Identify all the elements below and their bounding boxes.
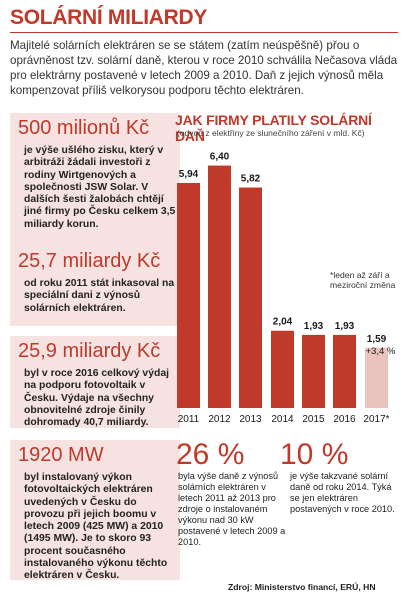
- value-label-2015: 1,93: [304, 321, 324, 332]
- category-label-2015: 2015: [302, 414, 325, 425]
- value-label-2014: 2,04: [273, 317, 293, 328]
- bar-2014: [271, 330, 294, 408]
- chart-subtitle: (odvod z elektřiny ze slunečního záření …: [177, 128, 365, 138]
- stat-description: byl instalovaný výkon fotovoltaických el…: [24, 472, 168, 582]
- stat-description: byl v roce 2016 celkový výdaj na podporu…: [24, 368, 169, 429]
- chart-title: JAK FIRMY PLATILY SOLÁRNÍ DAŇ: [175, 112, 372, 144]
- value-label-2013: 5,82: [241, 174, 261, 185]
- bar-2012: [208, 165, 231, 408]
- stat-box-installed-power: 1920 MW byl instalovaný výkon fotovoltai…: [10, 440, 180, 582]
- percent-description-10: je výše takzvané solární daně od roku 20…: [290, 471, 395, 514]
- category-label-2011: 2011: [178, 414, 200, 425]
- bar-2011: [177, 183, 200, 408]
- title-divider: [10, 32, 398, 33]
- value-label-2016: 1,93: [335, 321, 355, 332]
- bar-2016: [333, 334, 356, 408]
- value-label-2011: 5,94: [179, 169, 199, 180]
- bar-2013: [239, 187, 262, 408]
- change-label-2017: +3,4 %: [366, 346, 396, 357]
- intro-text: Majitelé solárních elektráren se se stát…: [10, 39, 398, 97]
- chart-footnote: *leden až září a meziroční změna: [330, 270, 396, 291]
- category-label-2017: 2017*: [363, 414, 389, 425]
- stat-value: 25,7 miliardy Kč: [18, 250, 161, 272]
- percent-value-26: 26 %: [176, 438, 245, 471]
- stat-value: 25,9 miliardy Kč: [18, 340, 161, 362]
- stat-description: je výše ušlého zisku, který v arbitráži …: [24, 145, 176, 230]
- stat-box-support-cost: 25,9 miliardy Kč byl v roce 2016 celkový…: [10, 336, 180, 428]
- page-title: SOLÁRNÍ MILIARDY: [10, 6, 208, 29]
- percent-value-10: 10 %: [280, 438, 349, 471]
- category-label-2016: 2016: [333, 414, 356, 425]
- stat-description: od roku 2011 stát inkasoval na speciální…: [24, 278, 175, 314]
- value-label-2017: 1,59: [367, 334, 387, 345]
- bar-2017: [365, 347, 388, 408]
- category-label-2013: 2013: [239, 414, 262, 425]
- stat-value: 1920 MW: [18, 444, 104, 466]
- bar-2015: [302, 334, 325, 408]
- stat-box-tax-collected: 25,7 miliardy Kč od roku 2011 stát inkas…: [10, 246, 180, 326]
- source-note: Zdroj: Ministerstvo financí, ERÚ, HN: [228, 582, 376, 592]
- stat-value: 500 milionů Kč: [18, 117, 150, 139]
- value-label-2012: 6,40: [210, 152, 230, 163]
- category-label-2012: 2012: [208, 414, 231, 425]
- category-label-2014: 2014: [271, 414, 294, 425]
- percent-description-26: byla výše daně z výnosů solárních elektr…: [178, 471, 286, 547]
